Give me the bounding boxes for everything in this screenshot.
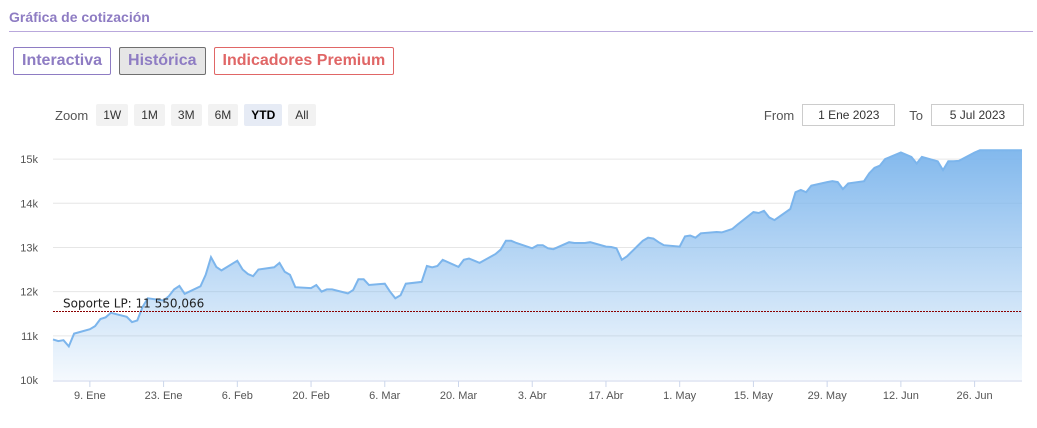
- price-area: [53, 150, 1022, 380]
- zoom-all-button[interactable]: All: [288, 104, 316, 126]
- support-label: Soporte LP: 11 550,066: [63, 297, 204, 311]
- chart-section-title: Gráfica de cotización: [9, 9, 150, 25]
- x-tick-label: 20. Feb: [292, 390, 329, 402]
- x-tick-label: 20. Mar: [440, 390, 478, 402]
- tab-historica[interactable]: Histórica: [119, 47, 206, 75]
- y-tick-label: 13k: [20, 242, 38, 254]
- x-tick-label: 3. Abr: [518, 390, 547, 402]
- y-tick-label: 10k: [20, 375, 38, 387]
- range-to-label: To: [909, 107, 923, 123]
- y-tick-label: 12k: [20, 287, 38, 299]
- zoom-6m-button[interactable]: 6M: [207, 104, 239, 126]
- range-to-input[interactable]: 5 Jul 2023: [931, 104, 1024, 126]
- zoom-3m-button[interactable]: 3M: [170, 104, 202, 126]
- chart-mode-tabs: Interactiva Histórica Indicadores Premiu…: [13, 47, 395, 75]
- tab-indicadores-premium[interactable]: Indicadores Premium: [213, 47, 395, 75]
- x-tick-label: 23. Ene: [145, 390, 183, 402]
- zoom-1w-button[interactable]: 1W: [96, 104, 129, 126]
- x-tick-label: 1. May: [663, 390, 697, 402]
- x-tick-label: 6. Mar: [369, 390, 401, 402]
- date-range: From 1 Ene 2023 To 5 Jul 2023: [764, 104, 1024, 126]
- zoom-label: Zoom: [55, 107, 89, 123]
- zoom-1m-button[interactable]: 1M: [134, 104, 165, 126]
- title-divider: [9, 31, 1033, 32]
- x-tick-label: 12. Jun: [883, 390, 919, 402]
- y-tick-label: 11k: [21, 331, 38, 343]
- x-tick-label: 17. Abr: [589, 390, 624, 402]
- x-tick-label: 9. Ene: [74, 390, 106, 402]
- tab-interactiva[interactable]: Interactiva: [13, 47, 112, 75]
- x-tick-label: 26. Jun: [957, 390, 993, 402]
- range-from-label: From: [763, 107, 795, 123]
- range-from-input[interactable]: 1 Ene 2023: [802, 104, 896, 126]
- price-line: [52, 149, 1022, 349]
- y-tick-label: 14k: [20, 198, 38, 210]
- x-tick-label: 6. Feb: [222, 390, 253, 402]
- zoom-selector: Zoom 1W 1M 3M 6M YTD All: [55, 104, 322, 126]
- x-tick-label: 29. May: [808, 390, 848, 402]
- zoom-ytd-button[interactable]: YTD: [244, 104, 283, 126]
- y-tick-label: 15k: [20, 154, 38, 166]
- x-tick-label: 15. May: [734, 390, 774, 402]
